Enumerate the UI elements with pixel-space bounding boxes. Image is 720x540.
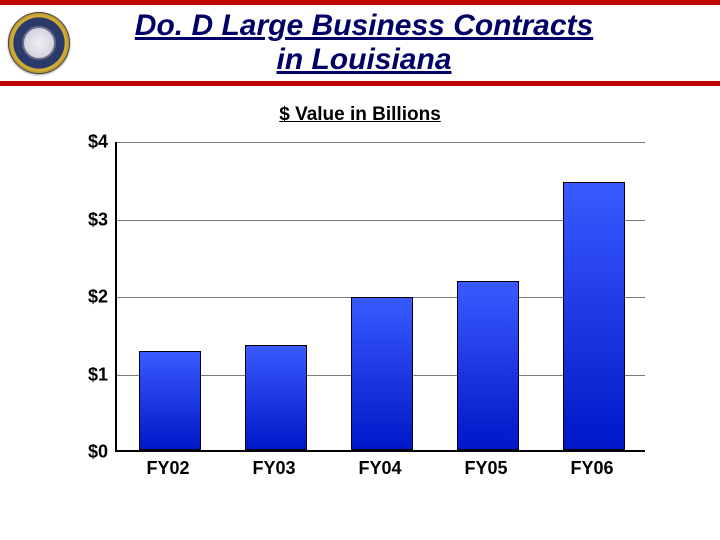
chart-subtitle: $ Value in Billions	[0, 104, 720, 126]
x-axis-label: FY05	[441, 458, 531, 479]
x-axis-label: FY02	[123, 458, 213, 479]
x-axis-label: FY06	[547, 458, 637, 479]
bar	[351, 297, 413, 450]
plot-area	[115, 142, 645, 452]
y-axis-label: $3	[68, 209, 108, 230]
x-axis-label: FY04	[335, 458, 425, 479]
header-bar: Do. D Large Business Contracts in Louisi…	[0, 0, 720, 86]
title-container: Do. D Large Business Contracts in Louisi…	[70, 9, 720, 78]
y-axis-label: $2	[68, 287, 108, 308]
bar	[139, 351, 201, 450]
y-axis-label: $0	[68, 442, 108, 463]
title-line-1: Do. D Large Business Contracts	[135, 9, 593, 42]
page-title: Do. D Large Business Contracts in Louisi…	[70, 9, 658, 78]
bar-chart: $0 $1 $2 $3 $4 FY02 FY03 FY04 FY05 FY06	[60, 132, 660, 492]
y-axis-label: $4	[68, 132, 108, 153]
x-axis-label: FY03	[229, 458, 319, 479]
grid-line	[117, 142, 645, 143]
navy-seal-icon	[8, 12, 70, 74]
bar	[245, 345, 307, 450]
bar	[457, 281, 519, 450]
y-axis-label: $1	[68, 364, 108, 385]
title-line-2: in Louisiana	[276, 43, 451, 76]
bar	[563, 182, 625, 450]
